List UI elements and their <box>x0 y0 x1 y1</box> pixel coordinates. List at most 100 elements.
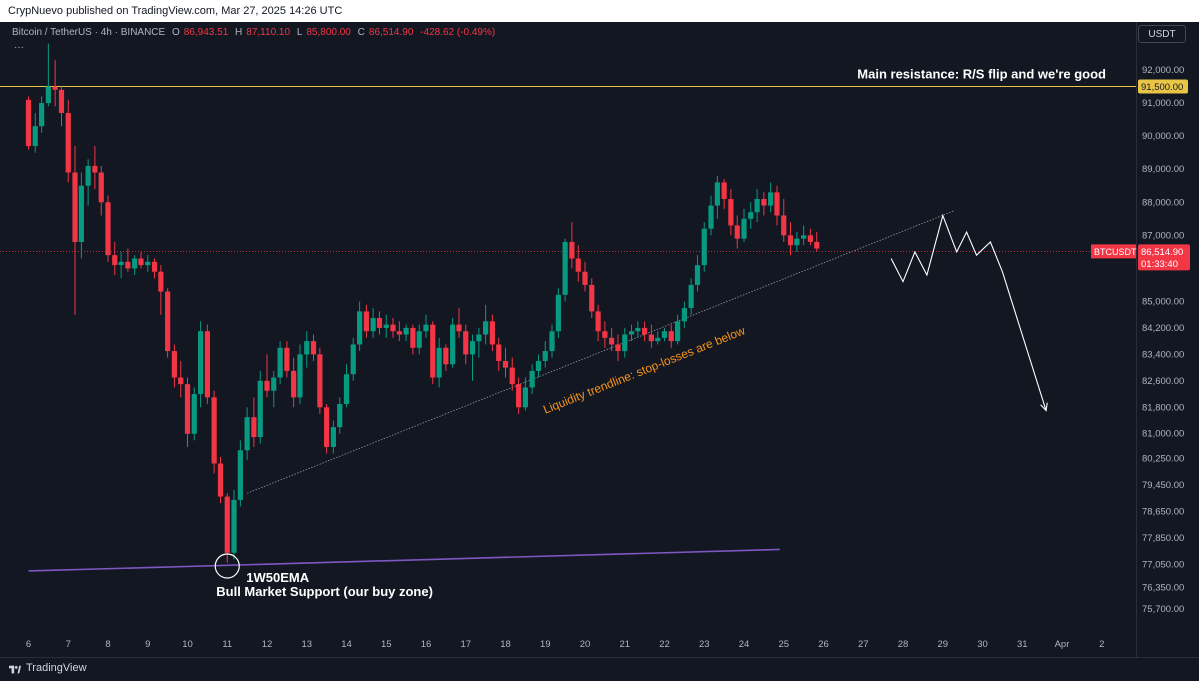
candle-body <box>370 318 376 332</box>
low-label: L <box>296 27 303 38</box>
symbol-name[interactable]: Bitcoin / TetherUS · 4h · BINANCE <box>12 27 166 38</box>
close-label: C <box>357 27 365 38</box>
candle-body <box>754 198 760 213</box>
candle-body <box>502 360 509 368</box>
y-tick-label: 89,000.00 <box>1142 164 1184 175</box>
candle-body <box>509 367 515 385</box>
candle-body <box>575 258 581 272</box>
candle-body <box>244 417 250 451</box>
candle-body <box>688 284 694 309</box>
candle-body <box>118 261 124 266</box>
candle-body <box>549 331 555 352</box>
y-tick-label: 75,700.00 <box>1142 604 1184 615</box>
candle-body <box>701 228 707 266</box>
low-value: 85,800.00 <box>306 27 351 38</box>
change-value: -428.62 (-0.49%) <box>420 27 496 38</box>
y-tick-label: 85,000.00 <box>1142 296 1184 307</box>
high-label: H <box>235 27 243 38</box>
x-tick-label: 29 <box>937 639 948 650</box>
currency-button[interactable]: USDT <box>1138 25 1186 43</box>
x-tick-label: 19 <box>540 639 551 650</box>
candle-body <box>324 407 330 447</box>
candle-body <box>231 499 237 553</box>
candle-body <box>694 265 701 285</box>
candle-body <box>52 86 58 90</box>
candle-body <box>622 334 628 352</box>
candle-body <box>734 225 740 239</box>
candle-body <box>284 347 290 371</box>
candle-body <box>158 271 164 292</box>
candle-body <box>655 337 661 342</box>
ema-line <box>28 548 780 572</box>
x-tick-label: 31 <box>1017 639 1028 650</box>
candle-body <box>562 241 568 295</box>
candle-body <box>92 165 98 173</box>
x-tick-label: 21 <box>619 639 630 650</box>
candle-body <box>198 331 204 395</box>
candle-body <box>45 86 51 104</box>
candle-body <box>807 235 813 242</box>
candle-body <box>728 198 734 226</box>
candle-body <box>463 331 469 355</box>
candle-body <box>310 341 317 355</box>
candle-body <box>317 354 323 408</box>
candle-body <box>350 344 356 375</box>
candle-body <box>668 331 674 342</box>
candle-body <box>469 341 476 355</box>
resistance-price-tag <box>1138 79 1188 94</box>
candle-body <box>787 235 794 246</box>
publisher-bar: CrypNuevo published on TradingView.com, … <box>0 0 1199 22</box>
candle-body <box>390 324 396 332</box>
candle-body <box>25 99 32 147</box>
brand-name: TradingView <box>26 662 87 674</box>
candle-body <box>211 397 217 464</box>
candle-body <box>297 354 303 398</box>
y-tick-label: 77,850.00 <box>1142 533 1184 544</box>
symbol-price-tag <box>1091 244 1136 259</box>
candle-body <box>145 261 151 266</box>
y-tick-label: 87,000.00 <box>1142 230 1184 241</box>
x-tick-label: 12 <box>262 639 273 650</box>
x-tick-label: 26 <box>818 639 829 650</box>
ema-label: 1W50EMA <box>246 570 309 585</box>
more-menu-icon[interactable]: ··· <box>14 42 24 53</box>
candle-body <box>271 377 277 391</box>
x-tick-label: 17 <box>460 639 471 650</box>
x-tick-label: Apr <box>1055 639 1070 650</box>
candle-body <box>635 327 641 332</box>
y-tick-label: 79,450.00 <box>1142 480 1184 491</box>
high-value: 87,110.10 <box>246 27 291 38</box>
candle-body <box>78 185 84 242</box>
candle-body <box>628 331 635 335</box>
candle-body <box>661 331 668 338</box>
candle-body <box>801 235 807 239</box>
last-price-label: 86,514.90 <box>1141 247 1183 258</box>
candle-body <box>403 327 409 335</box>
projection-arrowhead <box>1040 402 1048 412</box>
candle-body <box>721 182 727 199</box>
symbol-tag-label: BTCUSDT <box>1094 247 1137 257</box>
ema-note: Bull Market Support (our buy zone) <box>216 584 433 599</box>
candle-body <box>535 360 542 371</box>
candle-body <box>105 202 111 256</box>
candle-body <box>39 103 45 127</box>
candle-body <box>396 331 402 335</box>
candle-body <box>138 258 144 266</box>
candle-body <box>814 241 820 249</box>
y-tick-label: 76,350.00 <box>1142 583 1184 594</box>
x-tick-label: 30 <box>977 639 988 650</box>
candle-body <box>748 212 754 219</box>
candle-body <box>615 344 621 352</box>
candle-body <box>217 463 224 497</box>
candle-body <box>191 394 197 434</box>
x-tick-label: 15 <box>381 639 392 650</box>
y-tick-label: 84,200.00 <box>1142 323 1184 334</box>
x-tick-label: 11 <box>222 639 232 650</box>
x-tick-label: 27 <box>858 639 869 650</box>
candle-body <box>343 374 350 404</box>
y-tick-label: 81,000.00 <box>1142 429 1184 440</box>
candle-body <box>794 238 800 246</box>
candle-body <box>304 341 310 355</box>
symbol-legend[interactable]: Bitcoin / TetherUS · 4h · BINANCE O 86,94… <box>12 27 499 38</box>
